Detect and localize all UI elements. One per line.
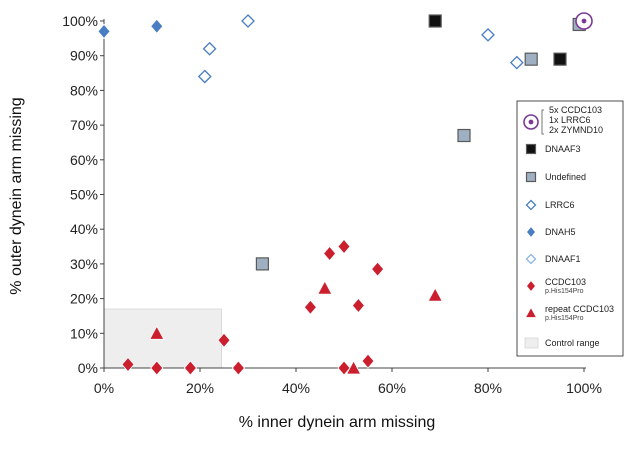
legend-label-lrrc6: LRRC6 <box>545 200 575 210</box>
legend-label-dnah5: DNAH5 <box>545 227 576 237</box>
point-combined <box>575 12 593 30</box>
point-dnaaf3 <box>553 52 567 66</box>
legend-label-repeat-ccdc103: repeat CCDC103 <box>545 304 614 314</box>
x-tick-labels: 0% 20% 40% 60% 80% 100% <box>94 368 602 396</box>
x-tick-label: 40% <box>282 380 310 396</box>
point-ccdc103 <box>337 238 351 255</box>
point-lrrc6 <box>202 41 217 56</box>
point-ccdc103 <box>217 332 231 348</box>
legend-label-ccdc103: CCDC103 <box>545 277 586 287</box>
legend-marker-repeat-ccdc103 <box>524 306 538 318</box>
point-ccdc103 <box>303 299 317 315</box>
point-ccdc103 <box>231 360 245 376</box>
point-dnah5 <box>97 23 111 40</box>
point-repeat-ccdc103 <box>317 280 333 295</box>
y-tick-label: 70% <box>70 117 98 133</box>
point-repeat-ccdc103 <box>149 325 165 340</box>
point-undefined <box>255 257 269 271</box>
point-ccdc103 <box>150 360 164 376</box>
legend-bracket <box>541 109 544 135</box>
point-lrrc6 <box>241 14 255 28</box>
point-ccdc103 <box>183 360 197 376</box>
data-points <box>97 12 593 376</box>
point-ccdc103 <box>361 353 375 369</box>
legend-marker-control-range <box>524 337 539 349</box>
x-tick-label: 0% <box>94 380 114 396</box>
legend-label-dnaaf3: DNAAF3 <box>545 144 581 154</box>
point-repeat-ccdc103 <box>427 287 443 302</box>
point-ccdc103 <box>351 297 365 314</box>
point-lrrc6 <box>509 55 524 70</box>
y-tick-label: 50% <box>70 187 98 203</box>
point-lrrc6 <box>197 69 212 84</box>
y-tick-label: 60% <box>70 152 98 168</box>
y-tick-label: 0% <box>78 360 98 376</box>
y-tick-label: 30% <box>70 256 98 272</box>
legend-marker-undefined <box>525 171 537 183</box>
y-tick-label: 80% <box>70 82 98 98</box>
x-tick-label: 20% <box>186 380 214 396</box>
point-ccdc103 <box>121 356 135 373</box>
point-repeat-ccdc103 <box>345 360 362 375</box>
y-tick-label: 40% <box>70 221 98 237</box>
legend-label-dnaaf1: DNAAF1 <box>545 254 581 264</box>
point-ccdc103 <box>371 261 385 277</box>
legend-marker-dnah5 <box>525 225 537 239</box>
x-tick-label: 60% <box>378 380 406 396</box>
point-ccdc103 <box>323 245 337 262</box>
y-tick-label: 100% <box>62 13 98 29</box>
legend-label-control-range: Control range <box>545 338 600 348</box>
point-undefined <box>524 52 538 66</box>
legend-label-combined: 1x LRRC6 <box>549 115 591 125</box>
point-undefined <box>457 128 471 143</box>
legend-marker-combined <box>523 114 539 130</box>
point-dnah5 <box>150 18 164 34</box>
point-ccdc103 <box>337 360 351 376</box>
x-axis-title: % inner dynein arm missing <box>239 414 436 431</box>
legend-marker-lrrc6 <box>525 199 537 211</box>
y-axis-title: % outer dynein arm missing <box>8 97 25 294</box>
legend-sublabel-ccdc103: p.His154Pro <box>545 288 584 295</box>
legend-marker-dnaaf3 <box>525 143 537 155</box>
y-tick-label: 20% <box>70 291 98 307</box>
y-tick-labels: 0% 10% 20% 30% 40% 50% 60% 70% 80% 90% 100% <box>62 13 104 376</box>
legend-label-combined: 2x ZYMND10 <box>549 125 603 135</box>
legend-marker-dnaaf1 <box>525 253 537 265</box>
y-tick-label: 10% <box>70 325 98 341</box>
x-tick-label: 80% <box>474 380 502 396</box>
x-tick-label: 100% <box>566 380 602 396</box>
y-tick-label: 90% <box>70 48 98 64</box>
legend-label-combined: 5x CCDC103 <box>549 105 602 115</box>
legend-sublabel-repeat-ccdc103: p.His154Pro <box>545 315 584 322</box>
legend-label-undefined: Undefined <box>545 172 586 182</box>
point-dnaaf3 <box>428 14 442 28</box>
legend-marker-ccdc103 <box>525 279 537 293</box>
point-lrrc6 <box>481 27 495 42</box>
